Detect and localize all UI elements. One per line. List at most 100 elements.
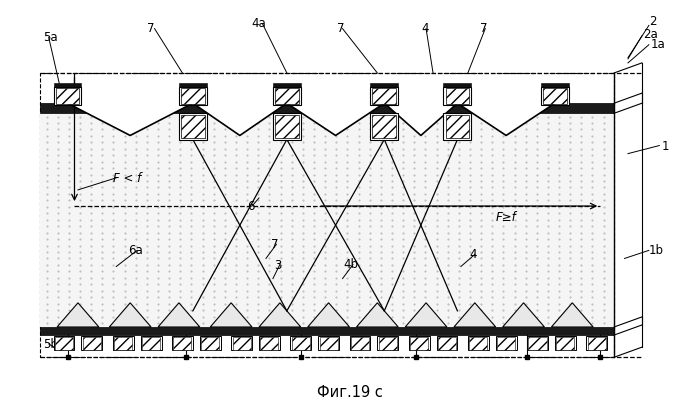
Bar bbox=[438, 337, 456, 350]
Bar bbox=[173, 337, 192, 350]
Bar bbox=[377, 337, 398, 350]
Bar bbox=[543, 89, 567, 105]
Bar bbox=[54, 337, 75, 350]
Bar bbox=[181, 89, 205, 105]
Polygon shape bbox=[57, 303, 99, 327]
Bar bbox=[527, 337, 548, 350]
Bar bbox=[445, 115, 469, 139]
Bar bbox=[114, 337, 132, 350]
Polygon shape bbox=[158, 303, 200, 327]
Bar bbox=[113, 337, 134, 350]
Bar bbox=[40, 327, 614, 335]
Bar bbox=[443, 88, 471, 106]
Bar bbox=[497, 337, 515, 350]
Bar bbox=[55, 337, 73, 350]
Text: 4: 4 bbox=[421, 22, 428, 35]
Polygon shape bbox=[503, 303, 545, 327]
Bar bbox=[443, 114, 471, 140]
Bar bbox=[468, 337, 489, 350]
Bar bbox=[373, 89, 396, 105]
Bar bbox=[555, 337, 576, 350]
Bar bbox=[290, 337, 311, 350]
Text: 6: 6 bbox=[247, 199, 254, 212]
Text: 4a: 4a bbox=[252, 17, 266, 30]
Bar bbox=[409, 337, 430, 350]
Polygon shape bbox=[68, 102, 193, 135]
Bar bbox=[261, 337, 278, 350]
Text: 2: 2 bbox=[649, 15, 656, 28]
Bar bbox=[541, 88, 569, 106]
Bar bbox=[56, 89, 80, 105]
Bar bbox=[179, 114, 207, 140]
Text: F≥f: F≥f bbox=[496, 210, 517, 223]
Text: 1a: 1a bbox=[651, 38, 665, 51]
Bar bbox=[54, 88, 82, 106]
Text: 7: 7 bbox=[338, 22, 345, 35]
Bar bbox=[291, 337, 310, 350]
Polygon shape bbox=[287, 102, 384, 135]
Bar bbox=[233, 337, 251, 350]
Bar bbox=[437, 337, 457, 350]
Bar bbox=[259, 337, 280, 350]
Text: F < f: F < f bbox=[113, 171, 141, 184]
Text: 1b: 1b bbox=[649, 243, 664, 256]
Bar bbox=[556, 337, 575, 350]
Polygon shape bbox=[356, 303, 398, 327]
Bar bbox=[445, 89, 469, 105]
Bar bbox=[82, 337, 102, 350]
Bar bbox=[350, 337, 370, 350]
Text: 7: 7 bbox=[147, 22, 154, 35]
Bar bbox=[40, 114, 614, 327]
Bar bbox=[370, 114, 398, 140]
Bar bbox=[319, 337, 338, 350]
Polygon shape bbox=[259, 303, 301, 327]
Polygon shape bbox=[552, 303, 593, 327]
Polygon shape bbox=[193, 102, 287, 135]
Text: 6a: 6a bbox=[128, 243, 143, 256]
Bar bbox=[142, 337, 160, 350]
Bar bbox=[469, 337, 487, 350]
Text: Фиг.19 с: Фиг.19 с bbox=[317, 384, 382, 399]
Polygon shape bbox=[454, 303, 496, 327]
Text: 1: 1 bbox=[661, 140, 669, 153]
Bar bbox=[273, 88, 301, 106]
Bar bbox=[231, 337, 252, 350]
Bar bbox=[83, 337, 101, 350]
Bar bbox=[318, 337, 339, 350]
Bar bbox=[275, 89, 298, 105]
Polygon shape bbox=[308, 303, 350, 327]
Bar bbox=[172, 337, 193, 350]
Bar bbox=[200, 337, 221, 350]
Text: 4: 4 bbox=[470, 247, 477, 260]
Bar bbox=[373, 115, 396, 139]
Text: 7: 7 bbox=[480, 22, 488, 35]
Bar bbox=[54, 84, 82, 88]
Bar bbox=[410, 337, 428, 350]
Bar bbox=[496, 337, 517, 350]
Bar bbox=[443, 84, 471, 88]
Bar bbox=[379, 337, 397, 350]
Polygon shape bbox=[384, 102, 457, 135]
Bar bbox=[370, 84, 398, 88]
Bar bbox=[541, 84, 569, 88]
Bar bbox=[179, 88, 207, 106]
Bar bbox=[140, 337, 161, 350]
Bar bbox=[40, 104, 614, 114]
Bar bbox=[528, 337, 547, 350]
Polygon shape bbox=[109, 303, 151, 327]
Bar bbox=[179, 84, 207, 88]
Text: 7: 7 bbox=[271, 237, 279, 250]
Bar bbox=[370, 88, 398, 106]
Bar bbox=[273, 84, 301, 88]
Text: 4b: 4b bbox=[343, 258, 359, 271]
Bar bbox=[586, 337, 607, 350]
Bar bbox=[40, 74, 614, 357]
Text: 5b: 5b bbox=[43, 337, 58, 350]
Text: 5a: 5a bbox=[43, 31, 58, 44]
Bar bbox=[201, 337, 219, 350]
Bar bbox=[273, 114, 301, 140]
Text: 3: 3 bbox=[274, 258, 282, 271]
Bar bbox=[181, 115, 205, 139]
Polygon shape bbox=[457, 102, 555, 135]
Bar bbox=[351, 337, 369, 350]
